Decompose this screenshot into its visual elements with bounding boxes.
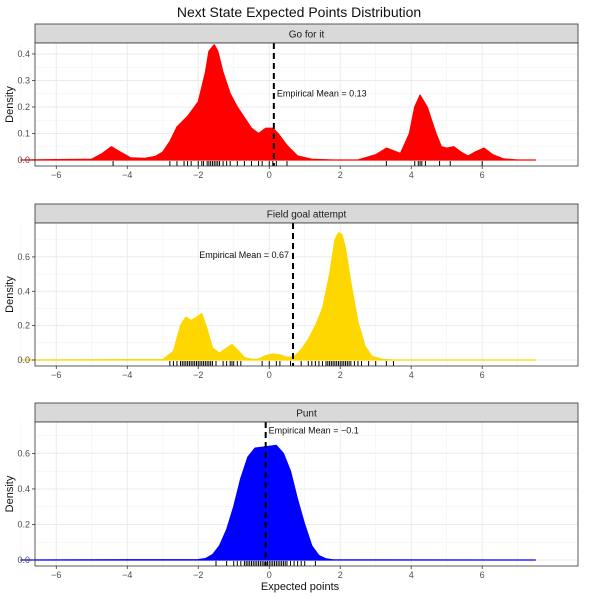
- y-tick-label: 0.2: [17, 321, 30, 331]
- x-tick-label: −2: [193, 170, 203, 180]
- y-tick-label: 0.0: [17, 555, 30, 565]
- y-tick-label: 0.2: [17, 519, 30, 529]
- empirical-mean-label: Empirical Mean = −0.1: [269, 425, 359, 435]
- y-tick-label: 0.0: [17, 355, 30, 365]
- y-tick-label: 0.4: [17, 484, 30, 494]
- x-tick-label: 2: [338, 570, 343, 580]
- x-tick-label: 2: [338, 370, 343, 380]
- facet-strip-label: Field goal attempt: [267, 210, 347, 221]
- facet-panel-go-for-it: Go for it Empirical Mean = 0.13 0.0 0.1 0.2…: [4, 23, 579, 180]
- x-tick-label: −2: [193, 370, 203, 380]
- x-tick-label: 4: [409, 170, 414, 180]
- x-tick-label: −6: [51, 570, 61, 580]
- y-axis-title: Density: [4, 475, 16, 512]
- x-tick-label: 6: [480, 370, 485, 380]
- panel-background: [35, 43, 578, 166]
- x-tick-label: 6: [480, 170, 485, 180]
- chart-title: Next State Expected Points Distribution: [177, 4, 421, 20]
- density-area: [20, 444, 536, 561]
- x-tick-label: 0: [267, 170, 272, 180]
- x-tick-label: −6: [51, 370, 61, 380]
- facet-plot-area: Empirical Mean = −0.1 0.0 0.2 0.4 0.6 −6 −4 −2 0…: [17, 421, 579, 580]
- y-tick-label: 0.0: [17, 155, 30, 165]
- y-tick-label: 0.3: [17, 75, 30, 85]
- x-tick-label: −2: [193, 570, 203, 580]
- facet-panel-field-goal-attempt: Field goal attempt Empirical Mean = 0.67…: [4, 203, 579, 380]
- x-axis-title: Expected points: [261, 581, 340, 593]
- x-tick-label: −6: [51, 170, 61, 180]
- panel-border: [34, 421, 579, 567]
- density-area: [20, 44, 536, 161]
- x-tick-label: 2: [338, 170, 343, 180]
- facet-plot-area: Empirical Mean = 0.13 0.0 0.1 0.2 0.3 0.4 −6 −4…: [17, 42, 579, 180]
- x-tick-label: −4: [122, 370, 132, 380]
- y-tick-label: 0.4: [17, 49, 30, 59]
- empirical-mean-label: Empirical Mean = 0.13: [277, 89, 367, 99]
- x-tick-label: 4: [409, 570, 414, 580]
- x-tick-label: −4: [122, 570, 132, 580]
- x-tick-label: 0: [267, 370, 272, 380]
- x-tick-label: 6: [480, 570, 485, 580]
- y-tick-label: 0.4: [17, 286, 30, 296]
- facet-panel-punt: Punt Empirical Mean = −0.1 0.0 0.2 0.4 0.6 −6…: [4, 402, 579, 580]
- y-tick-label: 0.6: [17, 252, 30, 262]
- y-tick-label: 0.2: [17, 102, 30, 112]
- y-tick-label: 0.1: [17, 128, 30, 138]
- facet-strip-label: Punt: [296, 409, 317, 420]
- facet-plot-area: Empirical Mean = 0.67 0.0 0.2 0.4 0.6 −6 −4 −2 0…: [17, 222, 579, 380]
- panel-border: [34, 222, 579, 367]
- x-tick-label: 4: [409, 370, 414, 380]
- y-tick-label: 0.6: [17, 448, 30, 458]
- x-tick-label: −4: [122, 170, 132, 180]
- facet-strip-label: Go for it: [289, 30, 325, 41]
- empirical-mean-label: Empirical Mean = 0.67: [199, 250, 289, 260]
- x-tick-label: 0: [267, 570, 272, 580]
- y-axis-title: Density: [4, 276, 16, 313]
- panel-border: [34, 42, 579, 167]
- y-axis-title: Density: [4, 86, 16, 123]
- density-area: [20, 232, 536, 361]
